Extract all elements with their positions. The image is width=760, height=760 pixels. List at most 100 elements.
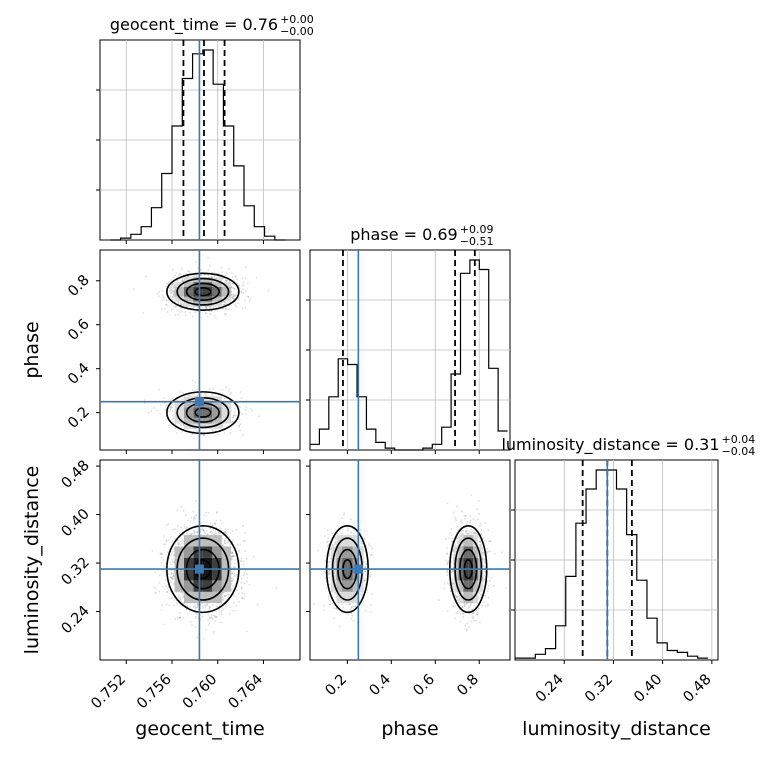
scatter-point [175, 271, 178, 274]
density-cell [174, 291, 184, 297]
scatter-point [215, 519, 218, 522]
scatter-point [193, 515, 195, 518]
density-cell [174, 580, 184, 592]
scatter-point [181, 591, 184, 594]
scatter-point [329, 554, 331, 557]
scatter-point [158, 574, 161, 577]
density-cell [184, 418, 194, 424]
scatter-point [213, 434, 216, 437]
scatter-point [151, 549, 154, 552]
scatter-point [223, 303, 226, 306]
density-cell [221, 569, 232, 581]
scatter-point [196, 306, 199, 308]
scatter-point [172, 283, 175, 286]
scatter-point [364, 566, 367, 568]
truth-marker [194, 397, 204, 407]
scatter-point [171, 558, 174, 561]
scatter-point [207, 618, 209, 621]
scatter-point [211, 524, 214, 527]
scatter-point [467, 532, 470, 535]
scatter-point [213, 315, 216, 317]
density-cell [184, 580, 194, 592]
scatter-point [209, 606, 212, 609]
scatter-point [176, 616, 179, 619]
scatter-point [195, 514, 198, 516]
scatter-point [464, 603, 466, 606]
density-cell [212, 546, 222, 558]
scatter-point [177, 302, 180, 305]
scatter-point [179, 597, 181, 600]
scatter-point [447, 561, 449, 563]
scatter-point [178, 272, 181, 275]
scatter-point [225, 532, 227, 535]
density-cell [221, 412, 232, 419]
scatter-point [224, 313, 226, 316]
scatter-point [196, 613, 198, 616]
scatter-point [176, 525, 179, 527]
scatter-point [267, 289, 270, 292]
scatter-point [176, 539, 179, 542]
scatter-point [230, 558, 233, 560]
scatter-point [455, 611, 458, 614]
scatter-point [172, 577, 175, 580]
scatter-point [317, 549, 320, 552]
pair-panel-geocent_time-phase [96, 249, 301, 454]
histogram-panel-geocent_time [96, 39, 301, 244]
scatter-point [207, 511, 210, 514]
scatter-point [241, 596, 244, 599]
scatter-point [164, 585, 167, 588]
scatter-point [229, 393, 232, 396]
density-cell [212, 407, 222, 413]
scatter-point [186, 532, 189, 535]
scatter-point [203, 434, 205, 437]
scatter-point [165, 524, 168, 526]
scatter-point [143, 399, 146, 401]
scatter-point [191, 433, 194, 435]
scatter-point [171, 288, 173, 291]
scatter-point [219, 532, 222, 535]
scatter-point [243, 582, 246, 585]
scatter-point [478, 512, 481, 515]
scatter-point [208, 307, 211, 310]
scatter-point [170, 552, 173, 555]
scatter-point [224, 595, 227, 597]
scatter-point [163, 623, 166, 626]
scatter-point [232, 292, 235, 295]
scatter-point [172, 583, 175, 585]
scatter-point [472, 612, 475, 614]
scatter-point [142, 312, 145, 315]
scatter-point [175, 432, 178, 435]
scatter-point [187, 612, 189, 615]
density-cell [212, 277, 222, 283]
scatter-point [200, 316, 203, 319]
scatter-point [172, 276, 175, 279]
scatter-point [194, 274, 197, 277]
scatter-point [477, 592, 480, 594]
scatter-point [207, 624, 210, 626]
scatter-point [205, 312, 208, 315]
scatter-point [328, 603, 331, 606]
scatter-point [244, 569, 247, 572]
scatter-point [154, 592, 157, 595]
scatter-point [179, 391, 182, 394]
scatter-point [223, 303, 226, 306]
scatter-point [478, 621, 481, 624]
scatter-point [181, 279, 184, 282]
scatter-point [172, 290, 175, 293]
scatter-point [179, 306, 181, 309]
density-cell [212, 401, 222, 408]
scatter-point [214, 522, 216, 525]
density-cell [184, 557, 194, 570]
density-cell [221, 286, 232, 292]
scatter-point [191, 624, 193, 626]
scatter-point [371, 547, 374, 550]
scatter-point [248, 300, 251, 303]
scatter-point [470, 494, 473, 497]
scatter-point [231, 555, 234, 558]
scatter-point [350, 606, 353, 609]
scatter-point [336, 532, 339, 535]
panel-frame [309, 459, 511, 661]
scatter-point [201, 306, 204, 309]
scatter-point [482, 558, 485, 561]
scatter-point [225, 280, 228, 283]
